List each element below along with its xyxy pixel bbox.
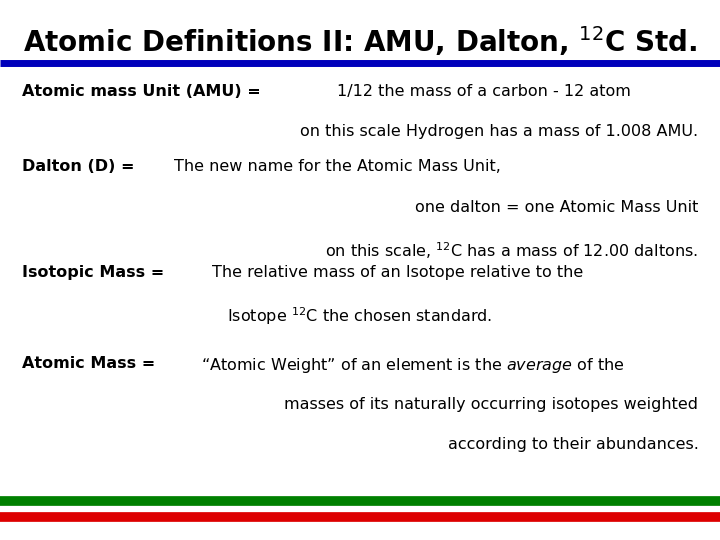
Text: The relative mass of an Isotope relative to the: The relative mass of an Isotope relative… (212, 265, 584, 280)
Text: “Atomic Weight” of an element is the $\mathit{average}$ of the: “Atomic Weight” of an element is the $\m… (201, 356, 624, 375)
Text: Atomic mass Unit (AMU) =: Atomic mass Unit (AMU) = (22, 84, 266, 99)
Text: Isotopic Mass =: Isotopic Mass = (22, 265, 169, 280)
Text: Dalton (D) =: Dalton (D) = (22, 159, 140, 174)
Text: The new name for the Atomic Mass Unit,: The new name for the Atomic Mass Unit, (174, 159, 501, 174)
Text: according to their abundances.: according to their abundances. (448, 437, 698, 453)
Text: 1/12 the mass of a carbon - 12 atom: 1/12 the mass of a carbon - 12 atom (337, 84, 631, 99)
Text: on this scale Hydrogen has a mass of 1.008 AMU.: on this scale Hydrogen has a mass of 1.0… (300, 124, 698, 139)
Text: one dalton = one Atomic Mass Unit: one dalton = one Atomic Mass Unit (415, 200, 698, 215)
Text: Isotope $^{12}$C the chosen standard.: Isotope $^{12}$C the chosen standard. (228, 305, 492, 327)
Text: on this scale, $^{12}$C has a mass of 12.00 daltons.: on this scale, $^{12}$C has a mass of 12… (325, 240, 698, 261)
Text: masses of its naturally occurring isotopes weighted: masses of its naturally occurring isotop… (284, 397, 698, 412)
Text: Atomic Definitions II: AMU, Dalton, $^{12}$C Std.: Atomic Definitions II: AMU, Dalton, $^{1… (23, 24, 697, 58)
Text: Atomic Mass =: Atomic Mass = (22, 356, 161, 372)
